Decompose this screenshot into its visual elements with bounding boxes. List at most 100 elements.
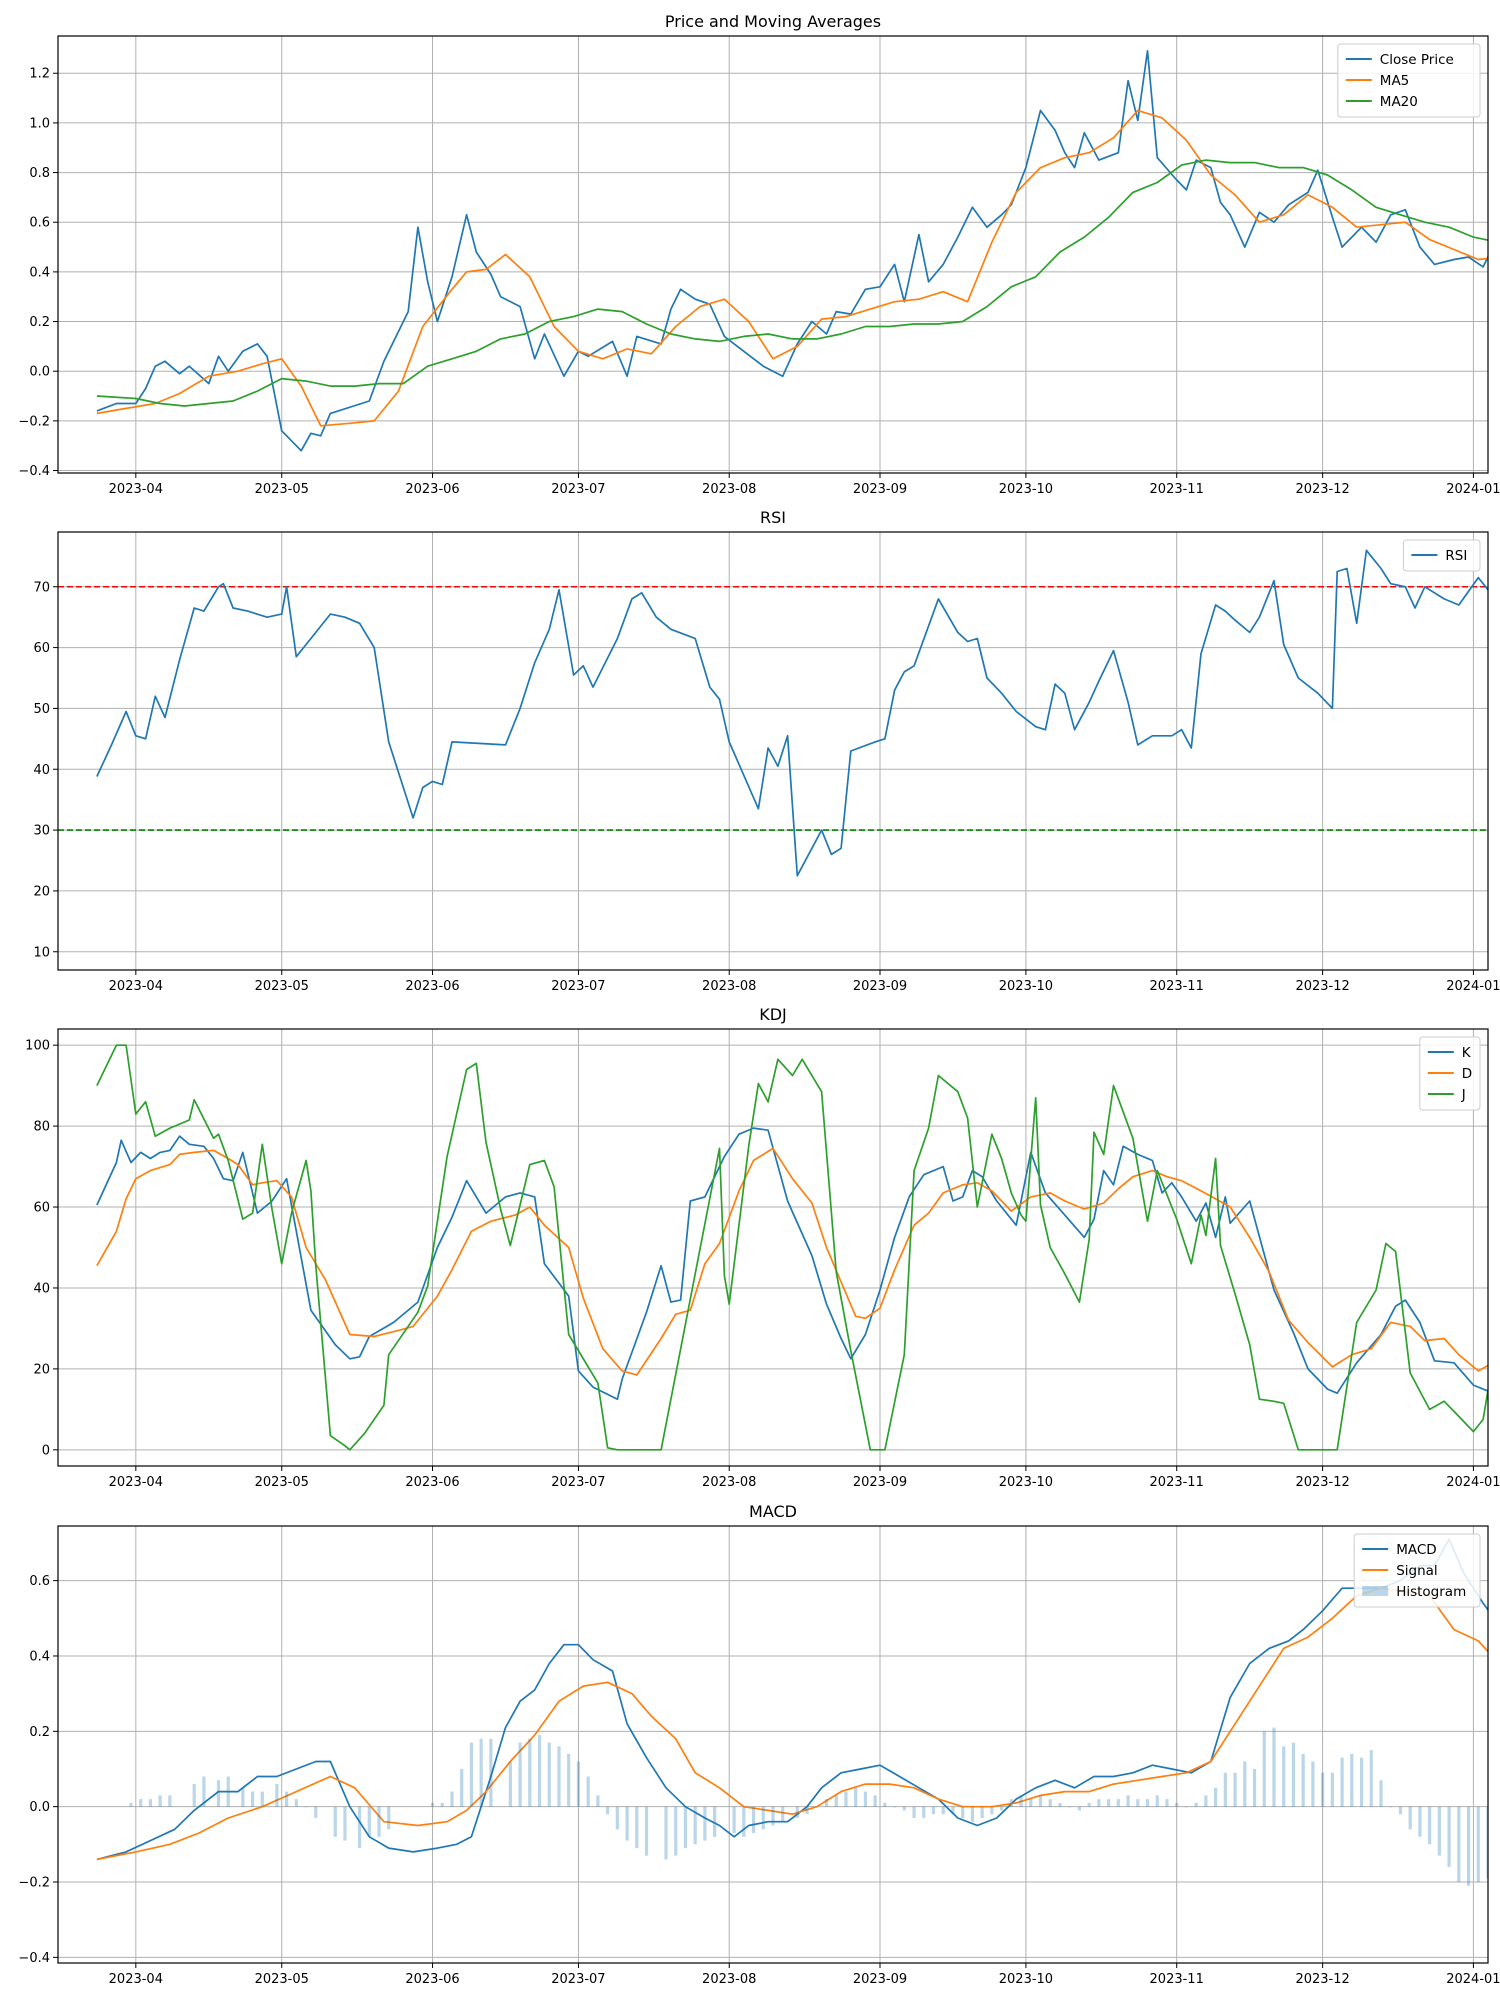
x-tick-label: 2023-11: [1150, 1972, 1204, 1987]
histogram-bar: [1194, 1802, 1198, 1807]
series-layer-rsi: [96, 549, 1488, 877]
x-tick-label: 2024-01: [1446, 482, 1500, 497]
series-layer-macd: [96, 1538, 1488, 1886]
histogram-bar: [1379, 1780, 1383, 1807]
legend-label: Histogram: [1396, 1584, 1466, 1600]
histogram-bar: [824, 1799, 829, 1807]
histogram-bar: [377, 1806, 381, 1837]
histogram-bar: [596, 1795, 600, 1807]
histogram-bar: [606, 1806, 610, 1815]
y-tick-label: 60: [33, 641, 50, 656]
plot-kdj: 2023-04 2023-05 2023-06 2023-07 2023-08 2023-…: [25, 1028, 1500, 1490]
legend-label: Close Price: [1380, 52, 1454, 68]
y-tick-label: 0.4: [29, 1649, 50, 1664]
histogram-bar: [732, 1806, 736, 1834]
histogram-bar: [1126, 1795, 1130, 1807]
y-tick-label: 80: [33, 1120, 50, 1135]
histogram-bar: [1272, 1727, 1276, 1807]
histogram-bar: [635, 1806, 639, 1849]
y-tick-label: −0.4: [18, 464, 50, 479]
plot-frame-rsi: [57, 531, 1489, 971]
y-tick-label: 10: [33, 945, 50, 960]
y-tick-label: 50: [33, 702, 50, 717]
y-tick-label: 0.4: [29, 265, 50, 280]
histogram-bar: [1466, 1806, 1471, 1886]
histogram-bar: [1068, 1806, 1072, 1808]
legend-swatch: [1362, 1586, 1389, 1596]
histogram-bar: [567, 1753, 571, 1807]
legend-box: [1337, 43, 1481, 118]
histogram-bar: [1145, 1799, 1150, 1807]
x-tick-label: 2023-07: [551, 1972, 605, 1987]
histogram-bar: [1389, 1806, 1393, 1808]
histogram-bar: [547, 1742, 551, 1807]
x-tick-label: 2024-01: [1446, 1475, 1500, 1490]
legend-label: MACD: [1396, 1542, 1436, 1558]
histogram-bar: [844, 1791, 848, 1807]
y-tick-label: 70: [33, 580, 50, 595]
series-line-ma5: [96, 109, 1488, 427]
histogram-bar: [1243, 1761, 1247, 1807]
histogram-bar: [902, 1806, 906, 1811]
histogram-bar: [1204, 1795, 1208, 1807]
histogram-bar: [537, 1735, 542, 1807]
histogram-bar: [795, 1806, 799, 1818]
histogram-bar: [1184, 1806, 1189, 1808]
x-tick-label: 2023-08: [702, 979, 756, 994]
histogram-bar: [260, 1791, 264, 1807]
panel-title-kdj: KDJ: [759, 1005, 787, 1024]
series-line-rsi: [96, 549, 1488, 877]
x-tick-label: 2023-04: [109, 979, 163, 994]
histogram-bar: [1038, 1795, 1043, 1807]
histogram-bar: [226, 1776, 230, 1807]
histogram-bar: [1165, 1799, 1169, 1807]
histogram-bar: [576, 1761, 581, 1807]
histogram-bar: [615, 1806, 619, 1830]
histogram-bar: [1262, 1731, 1266, 1807]
y-tick-label: 30: [33, 824, 50, 839]
x-tick-label: 2023-10: [999, 1475, 1053, 1490]
histogram-bar: [951, 1806, 955, 1815]
y-tick-label: −0.2: [18, 414, 50, 429]
histogram-bar: [139, 1799, 143, 1807]
x-tick-label: 2023-04: [109, 482, 163, 497]
x-tick-label: 2023-06: [405, 1972, 459, 1987]
series-line-signal: [96, 1587, 1488, 1861]
histogram-bar: [1282, 1746, 1286, 1807]
legend-label: J: [1461, 1087, 1466, 1103]
histogram-bar: [1214, 1787, 1218, 1807]
histogram-bar: [1340, 1757, 1344, 1807]
histogram-bar: [158, 1795, 162, 1807]
x-tick-label: 2023-09: [853, 1475, 907, 1490]
y-tick-label: 0.6: [29, 216, 50, 231]
histogram-bar: [192, 1784, 196, 1807]
histogram-bar: [1457, 1806, 1461, 1883]
x-tick-label: 2023-09: [853, 979, 907, 994]
x-tick-label: 2023-05: [255, 1972, 309, 1987]
histogram-bar: [664, 1806, 668, 1860]
y-tick-label: 0.0: [29, 365, 50, 380]
x-tick-label: 2023-07: [551, 482, 605, 497]
x-tick-label: 2023-11: [1150, 482, 1204, 497]
histogram-bar: [1029, 1799, 1033, 1807]
y-tick-label: 60: [33, 1201, 50, 1216]
panel-kdj: KDJ: [759, 1005, 787, 1024]
histogram-bar: [941, 1806, 945, 1815]
x-tick-label: 2023-12: [1295, 979, 1349, 994]
series-line-j: [96, 1044, 1488, 1451]
y-tick-label: 0: [42, 1443, 50, 1458]
legend-kdj: KDJ: [1419, 1036, 1481, 1111]
y-tick-label: 0.2: [29, 315, 50, 330]
histogram-bar: [771, 1806, 775, 1826]
x-tick-label: 2023-05: [255, 482, 309, 497]
histogram-bar: [1058, 1802, 1062, 1807]
histogram-bar: [990, 1806, 994, 1815]
histogram-bar: [1175, 1802, 1179, 1807]
panel-price: Price and Moving Averages: [665, 12, 881, 31]
panel-title-rsi: RSI: [760, 508, 786, 527]
histogram-bar: [854, 1787, 858, 1807]
legend-price: Close Price MA5 MA20: [1337, 43, 1481, 118]
legend-label: MA5: [1380, 73, 1409, 89]
x-tick-label: 2023-05: [255, 979, 309, 994]
plot-macd: 2023-04 2023-05 2023-06 2023-07 2023-08 2023-…: [18, 1525, 1500, 1987]
